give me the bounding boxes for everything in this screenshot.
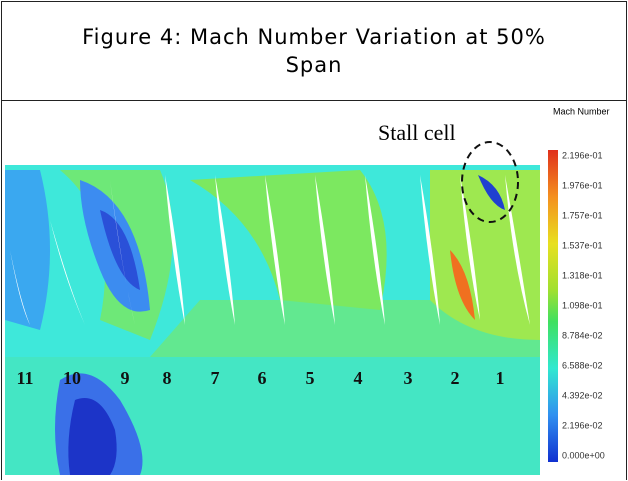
blade-label: 10 — [63, 368, 81, 388]
blade-label: 11 — [16, 368, 33, 388]
legend-label: 0.000e+00 — [562, 450, 605, 460]
legend-label: 1.098e-01 — [562, 300, 603, 310]
colorbar — [548, 150, 558, 462]
legend-label: 4.392e-02 — [562, 390, 603, 400]
legend-label: 1.318e-01 — [562, 270, 603, 280]
figure-title: Figure 4: Mach Number Variation at 50% S… — [82, 25, 546, 77]
legend-label: 8.784e-02 — [562, 330, 603, 340]
blade-label: 9 — [121, 368, 130, 388]
contour-plot — [5, 165, 540, 475]
legend-label: 6.588e-02 — [562, 360, 603, 370]
legend-label: 1.537e-01 — [562, 240, 603, 250]
blade-label: 6 — [258, 368, 267, 388]
annotation: Stall cell — [378, 120, 456, 145]
figure-header: Figure 4: Mach Number Variation at 50% S… — [2, 2, 626, 101]
legend-label: 1.976e-01 — [562, 180, 603, 190]
blades — [10, 175, 530, 325]
blade-label: 8 — [163, 368, 172, 388]
blade-label: 4 — [354, 368, 363, 388]
legend-label: 2.196e-02 — [562, 420, 603, 430]
blade-label: 3 — [404, 368, 413, 388]
blade-label: 2 — [451, 368, 460, 388]
legend-label: 1.757e-01 — [562, 210, 603, 220]
blade-label: 7 — [211, 368, 220, 388]
blade-label: 1 — [496, 368, 505, 388]
contour-figure: Stall cell Mach Number 2.196e-01 1.976e-0… — [5, 106, 610, 475]
blade-label: 5 — [306, 368, 315, 388]
stall-cell-marker — [461, 141, 519, 223]
legend-title: Mach Number — [553, 106, 610, 116]
legend-label: 2.196e-01 — [562, 150, 603, 160]
